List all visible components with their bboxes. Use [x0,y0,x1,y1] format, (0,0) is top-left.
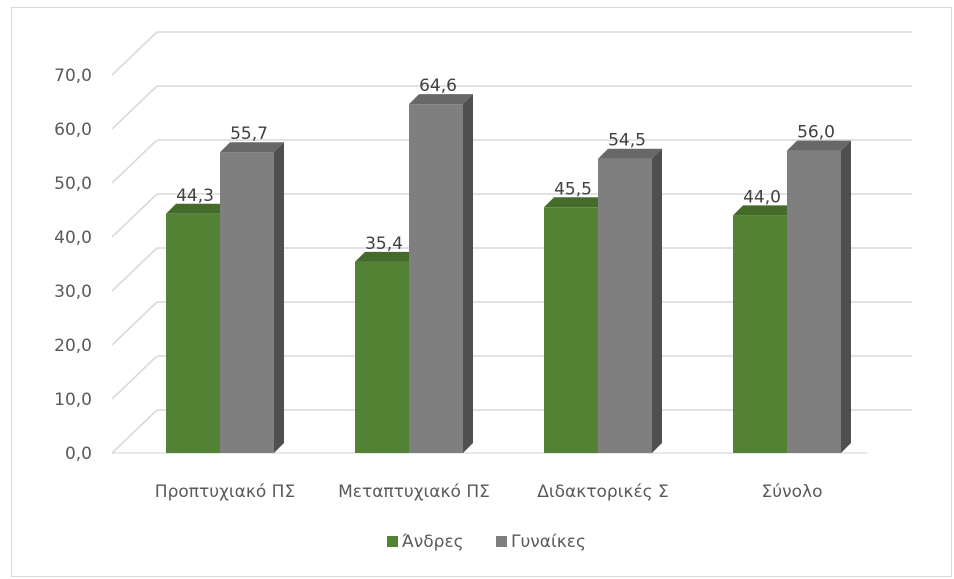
bar-side [463,94,473,453]
y-tick-label: 60,0 [54,120,92,140]
bar-front [220,152,274,453]
bar-front [166,214,220,453]
legend-swatch [387,536,398,547]
data-label: 56,0 [797,123,835,143]
y-axis: 0,0 10,0 20,0 30,0 40,0 50,0 60,0 70,0 [54,66,92,464]
gridline-diagonal [112,410,157,453]
data-label: 44,0 [743,187,781,207]
bar-front [733,215,787,453]
legend-label: Γυναίκες [511,532,586,552]
gridline-diagonal [112,356,157,399]
legend: Άνδρες Γυναίκες [387,532,586,552]
bar-side [841,141,851,453]
data-label: 35,4 [365,234,403,254]
gridline-diagonal [112,86,157,129]
y-tick-label: 10,0 [54,390,92,410]
gridline-diagonal [112,248,157,291]
bars [166,94,851,453]
bar-front [355,262,409,453]
bar-side [274,142,284,453]
y-tick-label: 50,0 [54,174,92,194]
data-label: 54,5 [608,131,646,151]
y-tick-label: 20,0 [54,336,92,356]
x-tick-label: Διδακτορικές Σ [537,482,669,502]
legend-label: Άνδρες [402,532,464,552]
bar-front [598,159,652,453]
gridline-diagonal [112,194,157,237]
y-tick-label: 70,0 [54,66,92,86]
bar-front [544,207,598,453]
y-tick-label: 30,0 [54,282,92,302]
bar-side [652,149,662,453]
gridline-diagonal [112,32,157,75]
legend-swatch [496,536,507,547]
y-tick-label: 0,0 [65,444,92,464]
bar-front [787,151,841,453]
x-tick-label: Σύνολο [762,482,823,502]
gridline-diagonal [112,140,157,183]
x-axis: Προπτυχιακό ΠΣ Μεταπτυχιακό ΠΣ Διδακτορικέ… [155,482,823,502]
data-label: 55,7 [230,124,268,144]
y-tick-label: 40,0 [54,228,92,248]
data-label: 44,3 [176,186,214,206]
x-tick-label: Προπτυχιακό ΠΣ [155,482,295,502]
x-tick-label: Μεταπτυχιακό ΠΣ [338,482,490,502]
bar-front [409,104,463,453]
gridline-diagonal [112,302,157,345]
data-label: 45,5 [554,179,592,199]
data-label: 64,6 [419,76,457,96]
